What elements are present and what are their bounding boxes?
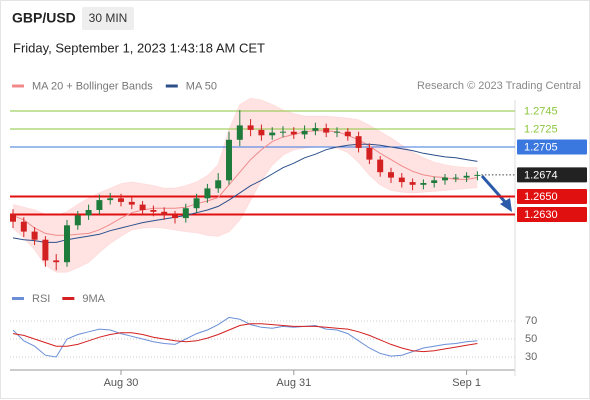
level-label: 1.2705 [524, 141, 558, 153]
legend-swatch [165, 84, 178, 88]
legend-label: 9MA [82, 293, 105, 305]
candle-body [377, 159, 384, 173]
candle-body [236, 125, 243, 140]
candle-body [420, 183, 427, 185]
level-label: 1.2674 [524, 169, 558, 181]
candle-body [442, 177, 448, 181]
forecast-arrow-head [500, 198, 512, 212]
x-tick-label: Aug 31 [276, 377, 311, 389]
legend-swatch [12, 297, 24, 300]
candle-body [193, 198, 200, 209]
candle-body [64, 225, 70, 263]
candle-body [301, 130, 308, 135]
candle-body [355, 136, 362, 148]
indicator-line [12, 316, 478, 358]
candle-body [10, 214, 16, 222]
level-label-box [517, 167, 587, 183]
x-tick-label: Sep 1 [452, 377, 481, 389]
candle-body [161, 211, 168, 216]
forecast-arrow [480, 175, 508, 204]
candle-body [334, 131, 340, 133]
attribution: Research © 2023 Trading Central [417, 80, 581, 92]
candle-body [398, 177, 405, 183]
subtitle: Friday, September 1, 2023 1:43:18 AM CET [13, 40, 265, 55]
chart-title: GBP/USD [12, 10, 76, 26]
moving-average [12, 143, 478, 243]
candle-body [31, 231, 38, 240]
legend-label: RSI [32, 293, 50, 305]
timeframe-box [82, 7, 134, 30]
timeframe: 30 MIN [89, 11, 128, 25]
y-tick-label: 30 [525, 351, 537, 363]
candle-body [107, 198, 114, 201]
candle-body [452, 177, 459, 179]
candle-body [280, 131, 286, 133]
y-tick-label: 70 [525, 315, 537, 327]
legend-label: MA 50 [186, 80, 217, 92]
candle-body [269, 132, 276, 136]
y-tick-label: 50 [525, 333, 537, 345]
candle-body [409, 182, 416, 185]
candle-body [118, 198, 124, 202]
legend-swatch [12, 84, 24, 88]
level-label: 1.2650 [524, 191, 558, 203]
candle-body [388, 172, 394, 178]
candle-body [226, 139, 232, 181]
candle-body [215, 180, 222, 189]
level-label-box [517, 207, 587, 222]
legend-swatch [62, 297, 75, 300]
candle-body [258, 129, 265, 136]
candle-body [150, 210, 157, 212]
candle-body [139, 204, 146, 210]
level-label: 1.2725 [524, 123, 558, 135]
candle-body [74, 215, 81, 226]
candle-body [20, 221, 27, 232]
candle-body [474, 174, 481, 176]
candle-body [182, 208, 189, 219]
moving-average [12, 130, 478, 236]
legend-label: MA 20 + Bollinger Bands [32, 80, 153, 92]
candle-body [42, 239, 49, 261]
candle-body [247, 125, 254, 130]
candle-body [463, 175, 470, 178]
level-label-box [517, 139, 587, 155]
bollinger-lower [12, 146, 478, 273]
level-label: 1.2630 [524, 209, 558, 221]
candle-body [204, 188, 211, 199]
candle-body [431, 180, 438, 183]
candle-body [312, 128, 319, 131]
level-label: 1.2745 [524, 105, 558, 117]
candle-body [53, 260, 60, 263]
candle-body [85, 210, 92, 216]
candle-body [96, 200, 103, 210]
candle-body [366, 147, 373, 160]
indicator-line [12, 323, 478, 353]
candle-body [323, 128, 330, 133]
candle-body [128, 201, 135, 205]
level-label-box [517, 189, 587, 204]
candle-body [344, 131, 351, 137]
candle-body [290, 131, 297, 135]
x-tick-label: Aug 30 [104, 377, 139, 389]
candle-body [172, 215, 178, 219]
